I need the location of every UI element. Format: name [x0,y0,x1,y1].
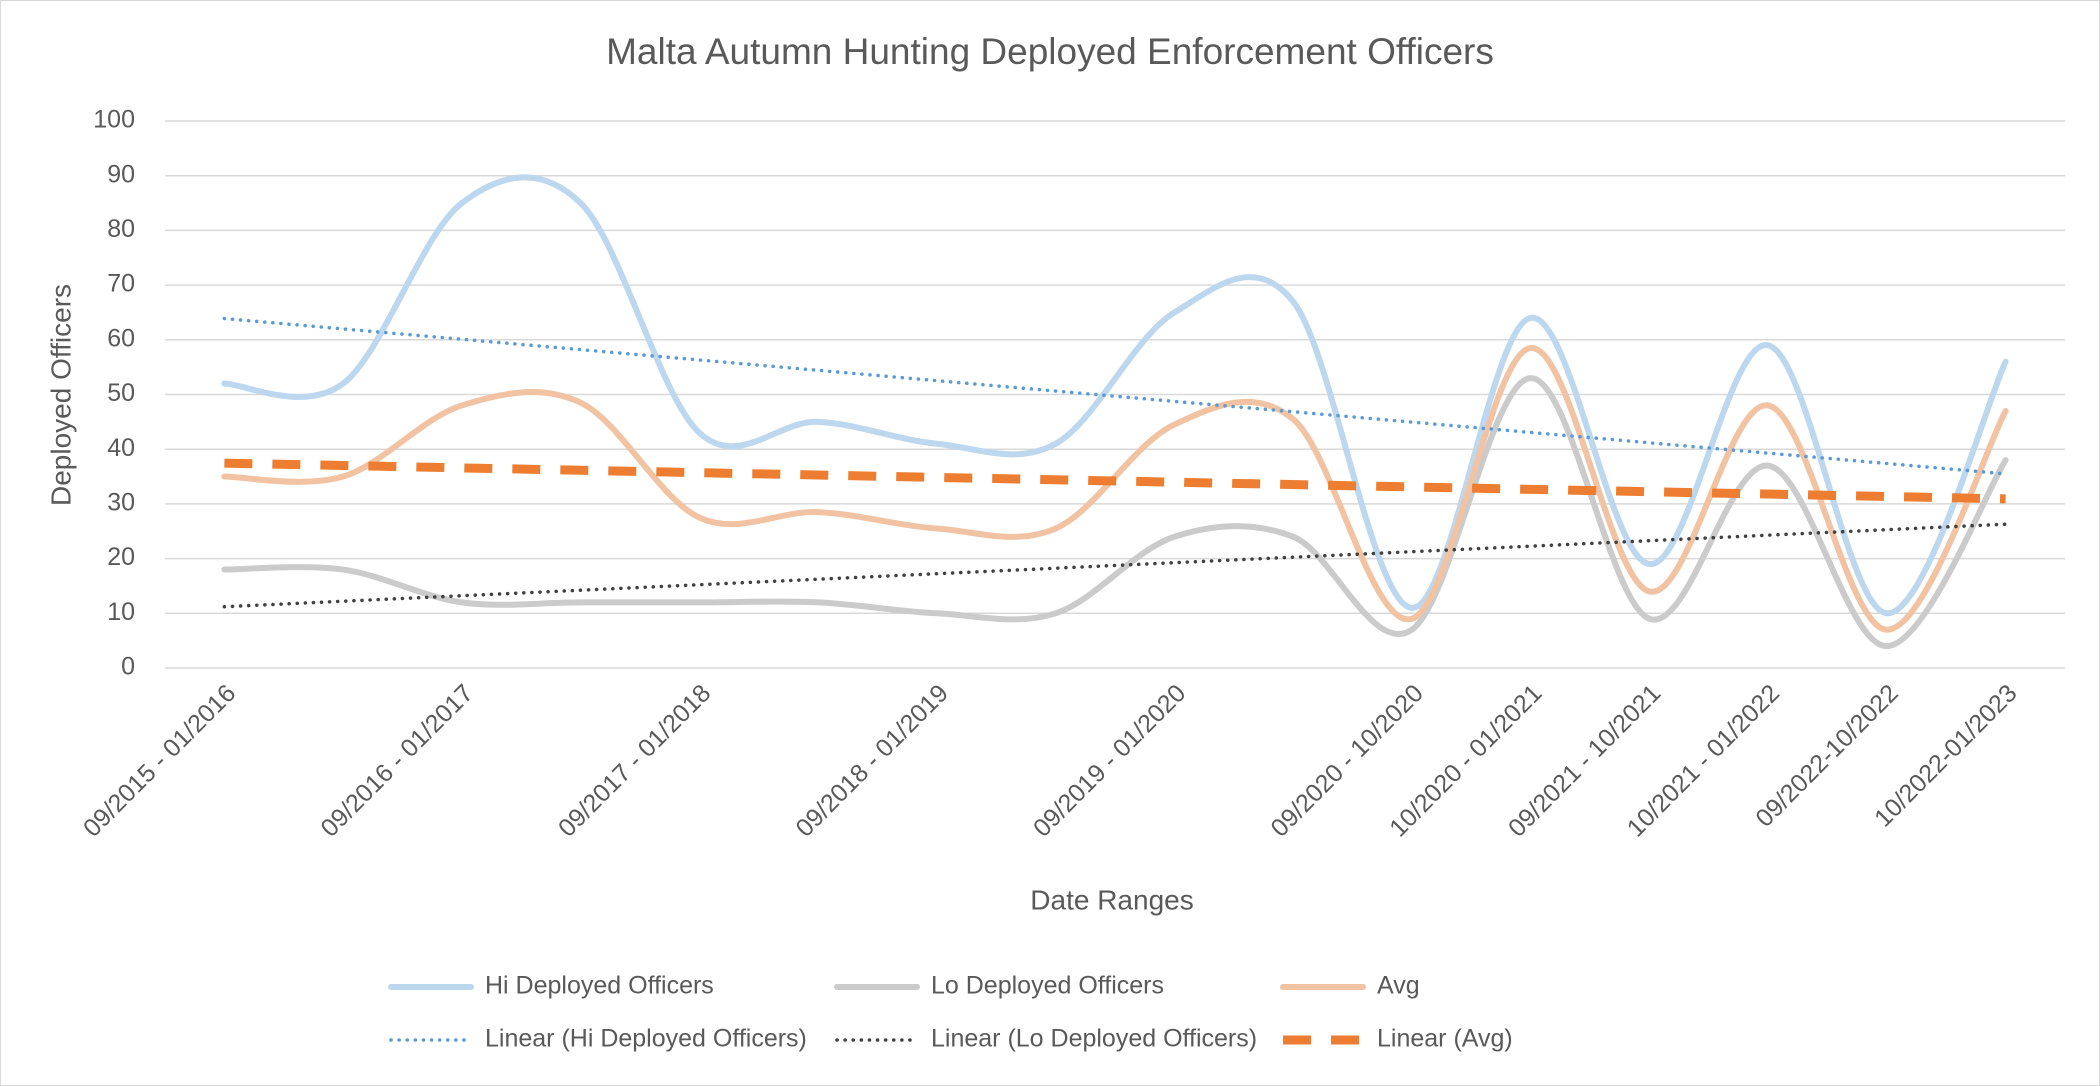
x-axis-title: Date Ranges [1030,884,1193,915]
legend-label: Hi Deployed Officers [485,972,714,1000]
y-tick-label: 70 [107,270,135,298]
series-line [221,174,2009,617]
legend-label: Avg [1377,972,1420,1000]
series-line [221,345,2009,633]
trendline [222,522,2008,609]
chart-title: Malta Autumn Hunting Deployed Enforcemen… [606,31,1494,72]
legend-label: Linear (Hi Deployed Officers) [485,1025,807,1053]
trendline [224,458,2006,504]
series-line [221,375,2009,650]
legend-label: Linear (Lo Deployed Officers) [931,1025,1257,1053]
legend-label: Lo Deployed Officers [931,972,1164,1000]
y-tick-label: 90 [107,160,135,188]
y-tick-label: 60 [107,324,135,352]
y-tick-label: 40 [107,434,135,462]
trendline [222,316,2008,476]
y-tick-label: 0 [121,653,135,681]
legend-label: Linear (Avg) [1377,1025,1513,1053]
y-tick-label: 10 [107,598,135,626]
y-tick-label: 30 [107,489,135,517]
y-axis-title: Deployed Officers [45,284,76,506]
y-tick-label: 100 [93,106,135,134]
y-tick-label: 80 [107,215,135,243]
y-tick-label: 50 [107,379,135,407]
y-tick-label: 20 [107,543,135,571]
